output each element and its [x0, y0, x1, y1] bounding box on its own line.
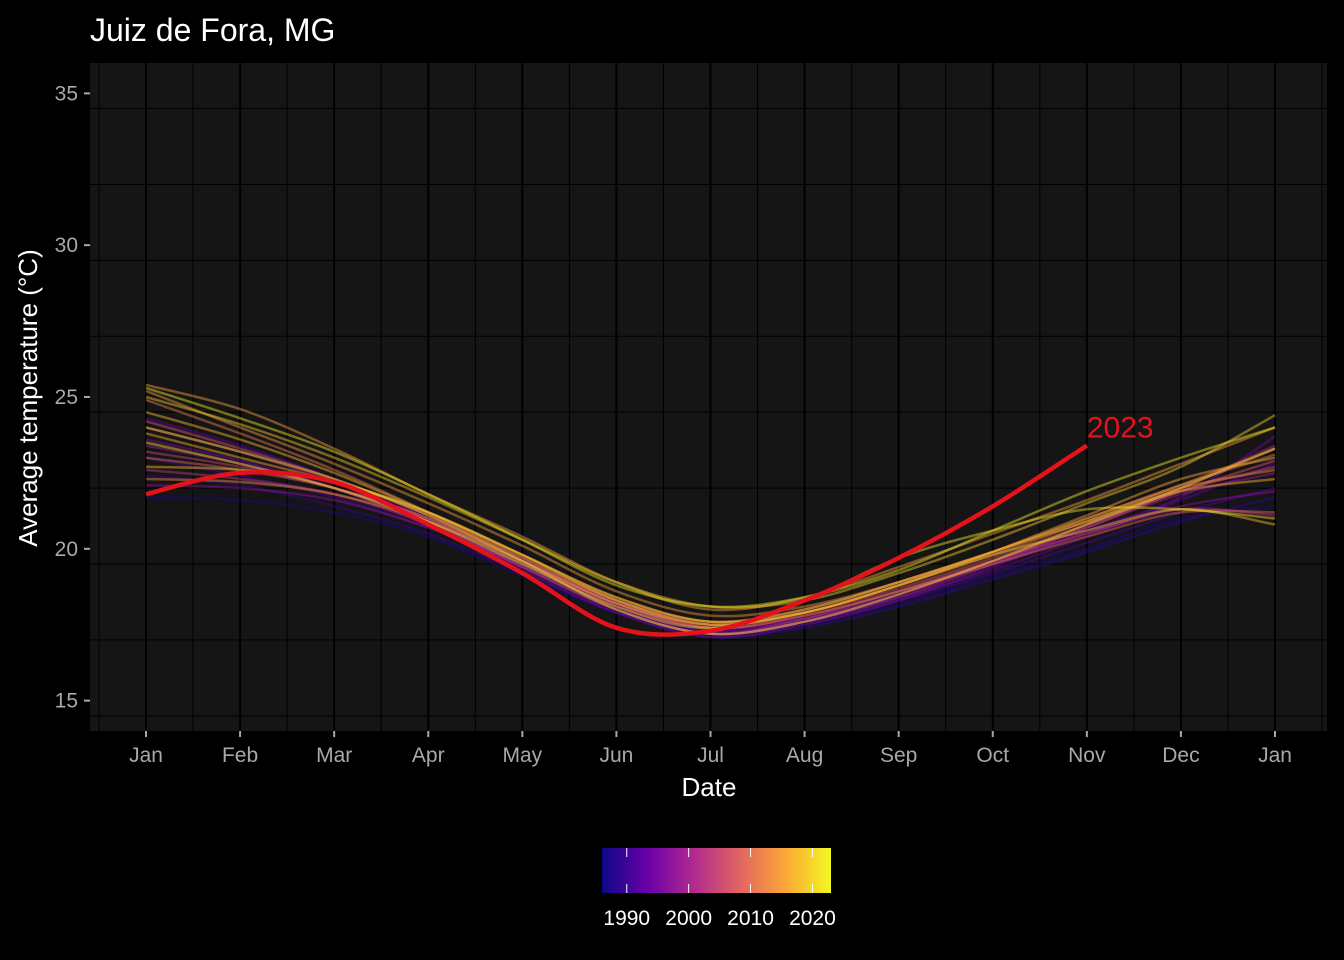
y-tick-label: 25 — [55, 386, 78, 409]
y-tick-label: 35 — [55, 82, 78, 105]
series-line-2011 — [145, 398, 1276, 624]
x-tick-label: Mar — [316, 744, 352, 767]
series-line-2007 — [145, 420, 1276, 627]
colorbar-tick-label: 2010 — [727, 907, 774, 930]
series-line-2015 — [145, 383, 1276, 612]
x-tick-label: Jan — [129, 744, 163, 767]
x-tick-label: Sep — [880, 744, 917, 767]
series-line-2013 — [145, 468, 1276, 627]
x-tick-label: Feb — [222, 744, 258, 767]
series-line-1987 — [145, 495, 1276, 636]
colorbar-legend: 1990 2000 2010 2020 — [602, 848, 836, 930]
x-axis-title: Date — [682, 772, 737, 802]
y-axis-title: Average temperature (°C) — [13, 249, 43, 547]
x-tick-label: Apr — [412, 744, 445, 767]
grid-lines — [90, 63, 1327, 731]
series-line-2014 — [145, 389, 1276, 618]
colorbar — [602, 848, 831, 893]
series-line-2021 — [145, 441, 1276, 630]
highlight-line — [145, 443, 1089, 637]
series-line-2017 — [145, 410, 1276, 624]
series-line-1995 — [145, 435, 1276, 639]
x-tick-label: Oct — [976, 744, 1009, 767]
y-tick-label: 20 — [55, 538, 78, 561]
x-tick-label: Dec — [1162, 744, 1199, 767]
colorbar-tick-label: 2020 — [789, 907, 836, 930]
x-axis: Jan Feb Mar Apr May Jun Jul Aug Sep Oct Nov Dec Jan — [129, 731, 1292, 767]
series-line-2005 — [145, 450, 1276, 630]
series-line-2009 — [145, 456, 1276, 630]
series-line-2003 — [145, 468, 1276, 636]
series-line-2022 — [145, 386, 1276, 609]
x-tick-label: Jul — [697, 744, 724, 767]
x-tick-label: Nov — [1068, 744, 1106, 767]
y-tick-label: 15 — [55, 690, 78, 713]
y-axis: 15 20 25 30 35 — [55, 82, 90, 713]
x-tick-label: Jun — [599, 744, 633, 767]
highlight-label: 2023 — [1087, 412, 1154, 445]
y-tick-label: 30 — [55, 234, 78, 257]
x-tick-label: May — [502, 744, 542, 767]
x-tick-label: Jan — [1258, 744, 1292, 767]
series-line-1999 — [145, 444, 1276, 636]
colorbar-tick-label: 2000 — [665, 907, 712, 930]
plot-panel — [90, 63, 1327, 731]
series-line-2020 — [145, 426, 1276, 636]
x-tick-label: Aug — [786, 744, 823, 767]
series-line-2019 — [145, 395, 1276, 609]
series-line-1989 — [145, 474, 1276, 639]
year-series-lines — [145, 383, 1276, 639]
chart-title: Juiz de Fora, MG — [90, 12, 335, 48]
colorbar-tick-label: 1990 — [603, 907, 650, 930]
highlight-series: 2023 — [145, 412, 1154, 637]
series-line-1997 — [145, 483, 1276, 630]
